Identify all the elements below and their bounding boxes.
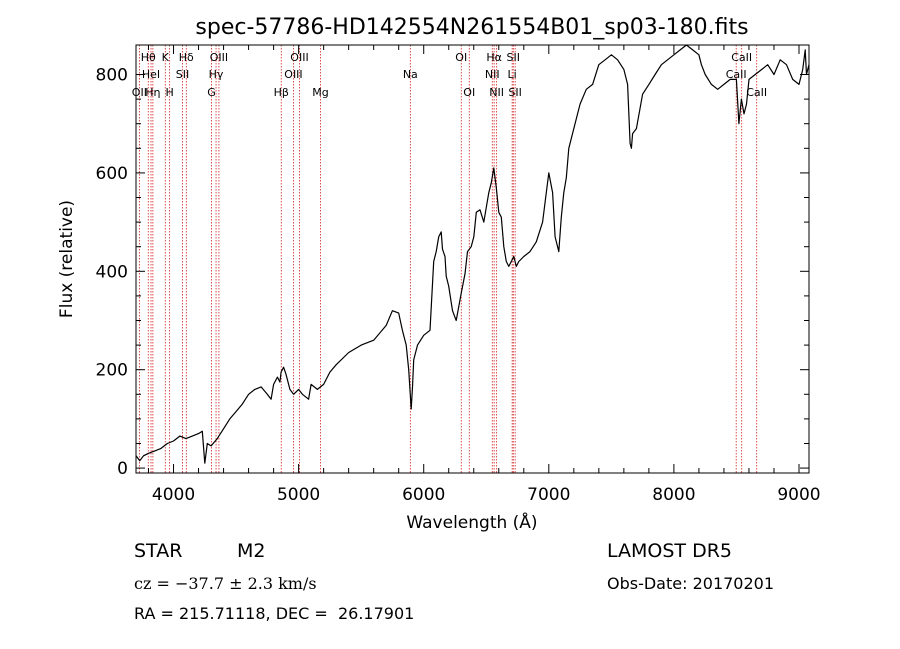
x-tick-label: 8000	[652, 485, 695, 505]
spectral-line-label: Na	[403, 68, 418, 81]
spectral-line-label: Hθ	[141, 51, 156, 64]
spectral-line-label: Hδ	[179, 51, 194, 64]
y-axis-label: Flux (relative)	[57, 200, 77, 318]
object-class: STAR	[134, 540, 183, 562]
x-axis-label: Wavelength (Å)	[406, 511, 537, 533]
spectral-line-label: NII	[485, 68, 500, 81]
spectral-line-label: HeI	[142, 68, 160, 81]
x-tick-label: 4000	[152, 485, 195, 505]
survey-name: LAMOST DR5	[607, 540, 732, 562]
spectral-line-label: Hα	[486, 51, 502, 64]
x-tick-label: 5000	[277, 485, 320, 505]
spectral-line-label: Hγ	[209, 68, 224, 81]
y-tick-label: 400	[96, 262, 128, 282]
spectral-line-label: CaII	[746, 86, 767, 99]
object-subclass: M2	[237, 540, 266, 562]
spectral-line-label: CaII	[731, 51, 752, 64]
redshift-velocity: cz = −37.7 ± 2.3 km/s	[134, 574, 317, 593]
x-tick-label: 9000	[777, 485, 820, 505]
spectral-line-label: OI	[455, 51, 467, 64]
x-tick-label: 7000	[527, 485, 570, 505]
plot-frame	[135, 44, 810, 474]
spectral-line-label: OIII	[210, 51, 228, 64]
spectral-line-label: K	[162, 51, 170, 64]
spectral-line-label: H	[166, 86, 174, 99]
y-tick-label: 600	[96, 164, 128, 184]
spectral-line-label: Hβ	[274, 86, 289, 99]
observation-date: Obs-Date: 20170201	[607, 574, 775, 593]
spectral-line-label: Mg	[312, 86, 328, 99]
spectral-line-label: SII	[508, 86, 521, 99]
spectral-line-markers	[138, 45, 758, 473]
spectral-line-label: G	[207, 86, 216, 99]
spectral-line-label: Hη	[145, 86, 160, 99]
y-tick-label: 200	[96, 361, 128, 381]
axis-ticks: 4000 5000 6000 7000 8000 9000 0 200 400 600 800	[96, 45, 821, 505]
spectral-line-labels: OIIHθHeIHηKHSIIHδGHγOIIIHβOIIIOIIIMgNaOI…	[132, 51, 767, 99]
y-tick-label: 800	[96, 66, 128, 86]
spectral-line-label: SII	[507, 51, 520, 64]
y-tick-label: 0	[117, 459, 128, 479]
coordinates: RA = 215.71118, DEC = 26.17901	[134, 604, 415, 623]
spectral-line-label: CaII	[726, 68, 747, 81]
spectral-line-label: Li	[508, 68, 517, 81]
spectrum-line	[135, 44, 810, 464]
chart-title: spec-57786-HD142554N261554B01_sp03-180.f…	[195, 15, 748, 40]
spectral-line-label: NII	[489, 86, 504, 99]
spectral-line-label: OI	[463, 86, 475, 99]
spectral-line-label: SII	[176, 68, 189, 81]
x-tick-label: 6000	[402, 485, 445, 505]
spectral-line-label: OIII	[290, 51, 308, 64]
spectral-line-label: OIII	[284, 68, 302, 81]
